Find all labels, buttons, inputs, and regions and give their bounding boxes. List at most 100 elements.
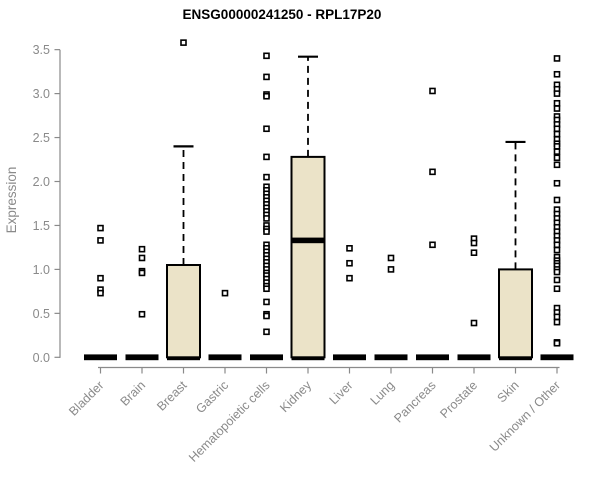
outlier-point — [553, 70, 561, 78]
outlier-point — [553, 339, 561, 347]
outlier-point — [138, 245, 146, 253]
iqr-box — [290, 155, 326, 359]
outlier-point — [263, 92, 270, 100]
y-tick-label: 2.0 — [33, 175, 50, 189]
outlier-point — [97, 289, 104, 297]
y-tick-label: 0.0 — [33, 351, 50, 365]
outlier-point — [97, 224, 104, 232]
outlier-point — [470, 249, 478, 256]
y-tick-label: 0.5 — [33, 307, 50, 321]
boxplot-liver — [333, 245, 366, 361]
outlier-point — [470, 319, 478, 327]
outlier-point — [553, 179, 561, 187]
outlier-point — [553, 143, 561, 150]
outlier-point — [553, 130, 561, 138]
y-tick-label: 3.0 — [33, 87, 50, 101]
outlier-point — [553, 125, 561, 133]
outlier-point — [553, 268, 561, 276]
outlier-point — [553, 276, 561, 284]
x-tick-label-prostate: Prostate — [437, 378, 480, 421]
outlier-point — [553, 196, 561, 204]
x-tick-label-breast: Breast — [154, 378, 190, 414]
x-tick-label-kidney: Kidney — [277, 378, 314, 415]
boxplot-pancreas — [416, 87, 449, 361]
outlier-point — [553, 148, 561, 155]
outlier-point — [263, 228, 270, 235]
x-tick-label-bladder: Bladder — [66, 378, 106, 418]
outlier-point — [429, 241, 436, 249]
outlier-point — [553, 318, 561, 326]
x-tick-label-pancreas: Pancreas — [391, 378, 438, 425]
outlier-point — [553, 285, 561, 293]
outlier-point — [429, 87, 436, 95]
boxplot-prostate — [457, 235, 491, 361]
zero-bar — [333, 354, 366, 361]
outlier-point — [263, 73, 270, 81]
outlier-point — [263, 298, 270, 306]
boxplot-lung — [374, 254, 408, 361]
boxplot-hematopoietic-cells — [250, 52, 283, 361]
x-tick-label-gastric: Gastric — [193, 378, 231, 416]
outlier-point — [263, 328, 270, 336]
zero-bar — [250, 354, 283, 361]
outlier-point — [346, 245, 353, 252]
outlier-point — [553, 105, 561, 112]
y-tick-label: 3.5 — [33, 43, 50, 57]
outlier-point — [263, 173, 270, 181]
iqr-box — [498, 268, 533, 359]
outlier-point — [138, 254, 146, 262]
median-line — [291, 237, 325, 244]
outlier-point — [387, 266, 395, 273]
outlier-point — [470, 239, 478, 247]
outlier-point — [553, 241, 561, 249]
y-tick-label: 1.0 — [33, 263, 50, 277]
boxplot-breast — [166, 39, 201, 361]
outlier-point — [553, 154, 561, 162]
x-tick-label-brain: Brain — [118, 378, 149, 409]
outlier-point — [263, 312, 270, 320]
zero-bar — [540, 354, 574, 361]
y-tick-label: 2.5 — [33, 131, 50, 145]
zero-bar — [374, 354, 408, 361]
outlier-point — [263, 125, 270, 133]
y-tick-label: 1.5 — [33, 219, 50, 233]
zero-bar — [457, 354, 491, 361]
x-tick-label-skin: Skin — [495, 378, 522, 405]
zero-bar — [125, 354, 159, 361]
zero-bar — [84, 354, 117, 361]
chart-title: ENSG00000241250 - RPL17P20 — [183, 7, 382, 22]
boxplot-unknown-other — [540, 55, 574, 361]
boxplot-bladder — [84, 224, 117, 361]
boxplot-gastric — [208, 289, 242, 361]
outlier-point — [553, 55, 561, 62]
outlier-point — [263, 52, 270, 60]
outlier-point — [553, 313, 561, 321]
y-axis-title: Expression — [4, 167, 19, 234]
outlier-point — [553, 161, 561, 169]
outlier-point — [138, 269, 146, 277]
boxplot-brain — [125, 245, 159, 361]
x-tick-label-unknown-other: Unknown / Other — [487, 378, 563, 454]
outlier-point — [180, 39, 187, 46]
zero-bar — [208, 354, 242, 361]
outlier-point — [263, 153, 270, 161]
x-tick-label-lung: Lung — [368, 378, 398, 408]
outlier-point — [346, 274, 353, 282]
outlier-point — [553, 246, 561, 254]
outlier-point — [429, 168, 436, 176]
outlier-point — [97, 237, 104, 244]
outlier-point — [553, 90, 561, 97]
outlier-point — [553, 99, 561, 107]
outlier-point — [138, 310, 146, 318]
x-tick-label-liver: Liver — [327, 378, 356, 407]
outlier-point — [387, 254, 395, 262]
outlier-point — [346, 259, 353, 267]
x-tick-label-hematopoietic-cells: Hematopoietic cells — [186, 378, 273, 465]
outlier-point — [97, 274, 104, 282]
outlier-point — [221, 289, 229, 297]
outlier-point — [263, 285, 270, 293]
boxplot-kidney — [290, 55, 326, 361]
iqr-box — [166, 264, 201, 359]
zero-bar — [416, 354, 449, 361]
